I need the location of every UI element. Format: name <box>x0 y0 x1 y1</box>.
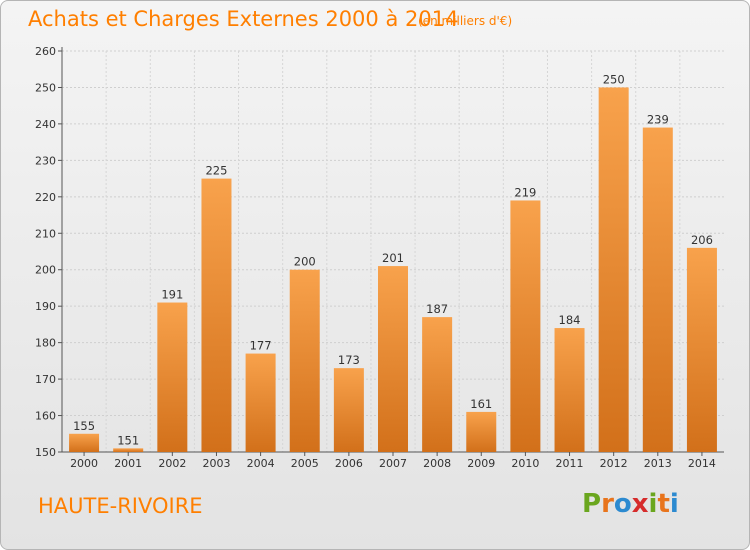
bar-value-label: 239 <box>647 113 669 127</box>
x-tick-label: 2013 <box>644 457 672 470</box>
y-tick-label: 200 <box>35 264 56 277</box>
bar-value-label: 206 <box>691 233 713 247</box>
y-tick-label: 230 <box>35 154 56 167</box>
bar-value-label: 184 <box>559 313 581 327</box>
y-tick-label: 160 <box>35 410 56 423</box>
grid-lines <box>62 50 724 453</box>
bar <box>422 317 453 452</box>
chart-title: Achats et Charges Externes 2000 à 2014 <box>28 7 459 31</box>
bar <box>69 433 100 452</box>
chart-subtitle: (en milliers d'€) <box>418 14 513 28</box>
bar-value-label: 200 <box>294 255 316 269</box>
x-tick-label: 2001 <box>114 457 142 470</box>
x-tick-label: 2003 <box>202 457 230 470</box>
x-tick-label: 2000 <box>70 457 98 470</box>
bar <box>466 411 497 452</box>
x-tick-label: 2007 <box>379 457 407 470</box>
y-tick-label: 220 <box>35 191 56 204</box>
bar-value-label: 187 <box>426 302 448 316</box>
x-tick-label: 2006 <box>335 457 363 470</box>
x-tick-label: 2012 <box>600 457 628 470</box>
bar <box>378 266 408 452</box>
bar <box>289 269 320 452</box>
x-tick-label: 2002 <box>158 457 186 470</box>
y-tick-label: 150 <box>35 446 56 459</box>
bar-value-label: 155 <box>73 419 95 433</box>
x-tick-label: 2008 <box>423 457 451 470</box>
logo-letter: o <box>613 489 632 519</box>
bar-value-label: 225 <box>205 164 227 178</box>
bar-value-label: 191 <box>161 288 183 302</box>
x-tick-label: 2010 <box>511 457 539 470</box>
bar-value-label: 250 <box>603 72 625 86</box>
y-tick-label: 260 <box>35 45 56 58</box>
y-tick-label: 250 <box>35 81 56 94</box>
bar <box>113 448 144 452</box>
y-tick-label: 170 <box>35 373 56 386</box>
x-tick-label: 2004 <box>247 457 275 470</box>
bar <box>510 200 541 452</box>
logo-letter: r <box>601 489 614 519</box>
bar <box>201 178 232 452</box>
x-tick-label: 2011 <box>556 457 584 470</box>
bar <box>157 302 188 452</box>
y-tick-label: 180 <box>35 337 56 350</box>
logo-letter: x <box>631 489 649 519</box>
logo-letter: t <box>657 489 670 519</box>
bar-value-label: 177 <box>250 339 272 353</box>
bar <box>686 247 717 452</box>
y-tick-label: 190 <box>35 300 56 313</box>
logo-letter: i <box>648 489 658 519</box>
bar <box>554 328 585 452</box>
logo-letter: P <box>582 489 602 519</box>
bar <box>333 368 364 452</box>
y-tick-label: 240 <box>35 118 56 131</box>
bar-value-label: 201 <box>382 251 404 265</box>
logo-letter: i <box>669 489 679 519</box>
bar-value-label: 173 <box>338 353 360 367</box>
x-tick-label: 2005 <box>291 457 319 470</box>
y-tick-label: 210 <box>35 227 56 240</box>
value-labels: 155 151 191 225 177 200 173 201 187 161 219 184 250 2… <box>73 72 713 447</box>
bars <box>69 87 717 453</box>
x-tick-label: 2009 <box>467 457 495 470</box>
place-name: HAUTE-RIVOIRE <box>38 494 203 518</box>
proxiti-logo: Proxiti <box>582 489 679 519</box>
x-tick-label: 2014 <box>688 457 716 470</box>
bar <box>598 87 629 453</box>
bar-value-label: 161 <box>470 397 492 411</box>
bar-value-label: 151 <box>117 433 139 447</box>
axes: 150 160 170 180 190 200 210 220 230 240 250 260 2000… <box>35 45 724 470</box>
bar <box>642 127 673 453</box>
bar-value-label: 219 <box>514 185 536 199</box>
bar <box>245 353 276 452</box>
